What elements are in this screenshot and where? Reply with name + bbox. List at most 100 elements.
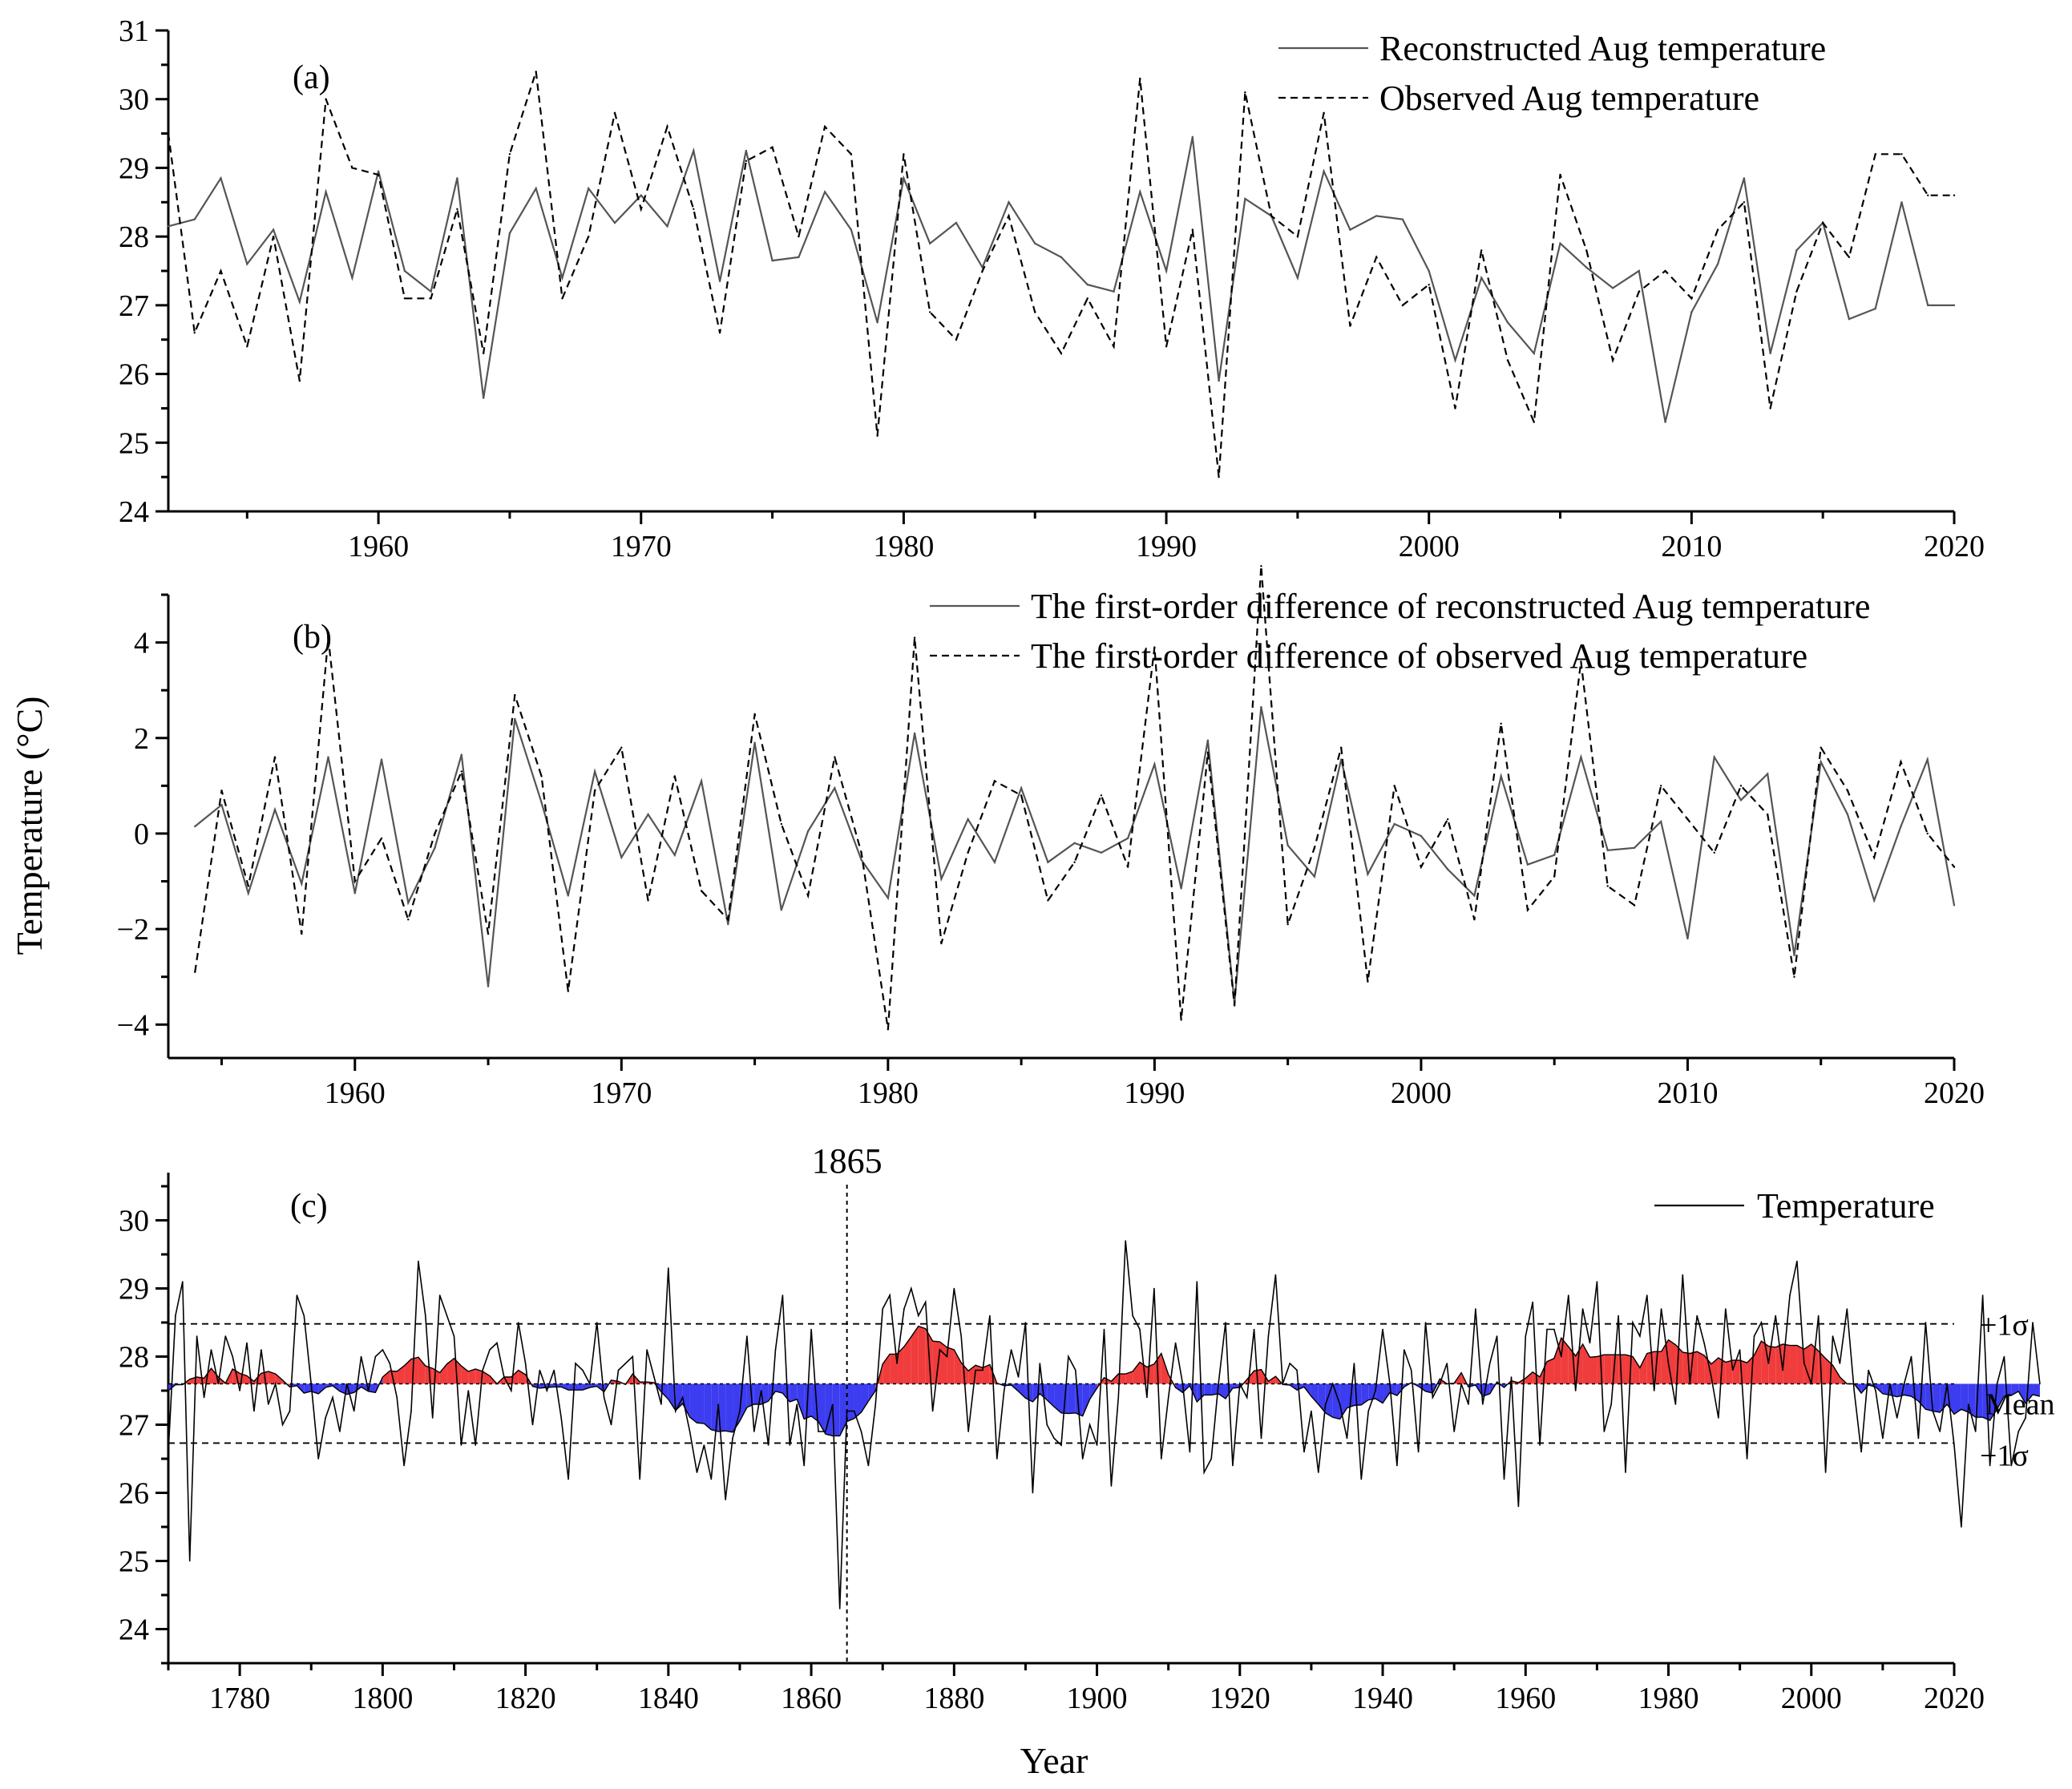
data-point bbox=[1126, 837, 1129, 840]
data-point bbox=[1075, 1369, 1076, 1371]
anomaly-fill-cold bbox=[839, 1383, 847, 1436]
data-point bbox=[1653, 1390, 1655, 1391]
mean-label: Mean bbox=[1985, 1388, 2055, 1422]
data-point bbox=[1191, 135, 1194, 139]
data-point bbox=[1903, 1383, 1905, 1385]
anomaly-fill-cold bbox=[668, 1383, 676, 1411]
data-point bbox=[745, 149, 748, 152]
anomaly-fill-warm bbox=[1803, 1344, 1811, 1384]
data-point bbox=[1506, 359, 1509, 361]
data-point bbox=[1610, 1403, 1613, 1405]
data-point bbox=[620, 746, 623, 749]
data-point bbox=[482, 1369, 483, 1371]
anomaly-fill-warm bbox=[468, 1368, 476, 1384]
data-point bbox=[1167, 1396, 1169, 1399]
anomaly-fill-cold bbox=[1211, 1383, 1219, 1395]
data-point bbox=[1024, 1322, 1027, 1323]
data-point bbox=[1793, 975, 1795, 978]
x-tick-label: 2010 bbox=[1661, 530, 1722, 563]
data-point bbox=[1639, 1335, 1641, 1337]
data-point bbox=[272, 228, 275, 231]
data-point bbox=[700, 780, 703, 782]
anomaly-fill-warm bbox=[268, 1371, 276, 1384]
plus-sigma-label: +1σ bbox=[1980, 1309, 2029, 1343]
legend-label: The first-order difference of observed A… bbox=[1031, 636, 1807, 676]
data-point bbox=[617, 1369, 620, 1371]
data-point bbox=[327, 636, 329, 639]
data-point bbox=[760, 1390, 762, 1391]
data-point bbox=[175, 1314, 176, 1317]
data-point bbox=[232, 1355, 234, 1358]
x-tick-label: 1960 bbox=[1495, 1682, 1556, 1715]
data-point bbox=[1743, 201, 1746, 204]
data-point bbox=[989, 1314, 991, 1317]
data-point bbox=[2010, 1464, 2013, 1467]
anomaly-fill-cold bbox=[1232, 1383, 1240, 1388]
data-point bbox=[303, 1314, 305, 1317]
data-point bbox=[1003, 1390, 1005, 1391]
anomaly-fill-cold bbox=[2011, 1383, 2019, 1395]
data-point bbox=[1153, 763, 1156, 765]
x-tick-label: 1800 bbox=[352, 1682, 413, 1715]
data-point bbox=[460, 753, 462, 756]
data-point bbox=[1795, 290, 1798, 293]
data-point bbox=[460, 1444, 462, 1446]
x-tick-label: 2010 bbox=[1657, 1076, 1718, 1110]
data-point bbox=[531, 1424, 534, 1426]
data-point bbox=[403, 297, 406, 300]
data-point bbox=[1060, 352, 1063, 355]
temperature-line bbox=[168, 1240, 2041, 1609]
data-point bbox=[403, 1464, 405, 1467]
data-point bbox=[967, 851, 969, 854]
x-tick-label: 1980 bbox=[858, 1076, 919, 1110]
data-point bbox=[1716, 228, 1719, 231]
data-point bbox=[438, 1294, 441, 1296]
data-point bbox=[1060, 256, 1063, 259]
data-point bbox=[1146, 1396, 1148, 1399]
data-point bbox=[1153, 1287, 1155, 1290]
data-point bbox=[1039, 1363, 1041, 1364]
data-point bbox=[1008, 215, 1010, 217]
data-point bbox=[1796, 1260, 1798, 1262]
anomaly-fill-warm bbox=[982, 1364, 990, 1384]
data-point bbox=[928, 242, 931, 244]
data-point bbox=[1206, 751, 1210, 753]
data-point bbox=[896, 1363, 898, 1364]
data-point bbox=[653, 1376, 655, 1378]
data-point bbox=[289, 1410, 291, 1412]
x-tick-label: 1860 bbox=[781, 1682, 842, 1715]
data-point bbox=[681, 1396, 684, 1399]
data-point bbox=[798, 256, 800, 259]
data-point bbox=[246, 345, 248, 348]
data-point bbox=[1559, 173, 1561, 176]
data-point bbox=[981, 269, 983, 273]
anomaly-fill-cold bbox=[2033, 1383, 2040, 1397]
data-point bbox=[1633, 904, 1636, 907]
data-point bbox=[460, 770, 462, 773]
data-point bbox=[1282, 1383, 1284, 1385]
data-point bbox=[1896, 1417, 1898, 1419]
data-point bbox=[1743, 177, 1746, 180]
data-point bbox=[1888, 1383, 1891, 1385]
data-point bbox=[853, 1410, 855, 1412]
data-point bbox=[1047, 861, 1049, 863]
data-point bbox=[846, 1410, 848, 1412]
anomaly-fill-cold bbox=[582, 1383, 590, 1391]
data-point bbox=[246, 263, 248, 265]
data-point bbox=[1181, 1383, 1184, 1385]
anomaly-fill-cold bbox=[1961, 1383, 1969, 1413]
data-point bbox=[1060, 1444, 1062, 1446]
y-tick-label: 24 bbox=[119, 1613, 149, 1647]
x-tick-label: 1940 bbox=[1352, 1682, 1413, 1715]
anomaly-fill-warm bbox=[382, 1371, 390, 1384]
data-point bbox=[588, 235, 590, 238]
data-point bbox=[1218, 475, 1220, 479]
data-point bbox=[639, 1478, 640, 1480]
data-point bbox=[834, 787, 836, 790]
data-point bbox=[220, 803, 223, 806]
x-tick-label: 2000 bbox=[1781, 1682, 1842, 1715]
data-point bbox=[903, 153, 905, 155]
data-point bbox=[1603, 1431, 1605, 1432]
data-point bbox=[1311, 1410, 1312, 1412]
